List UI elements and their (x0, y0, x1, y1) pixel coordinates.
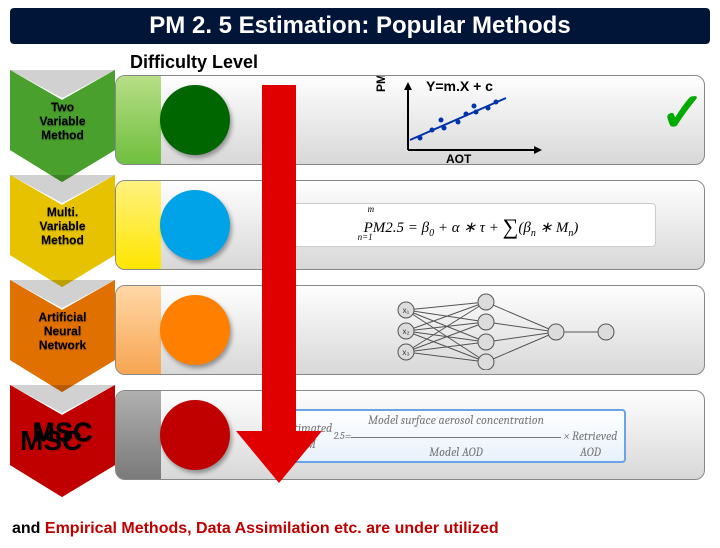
msc-formula-box: Estimated PM2.5 = Model surface aerosol … (276, 409, 626, 463)
regression-formula: PM2.5 = β0 + α ∗ τ + m∑n=1(βn ∗ Mn) (286, 203, 656, 247)
chart-equation: Y=m.X + c (426, 78, 493, 94)
subtitle: Difficulty Level (130, 52, 720, 73)
row-stripe (116, 286, 161, 374)
chevron-label-3: ArtificialNeuralNetwork (10, 310, 115, 352)
difficulty-circle-3 (160, 295, 230, 365)
row-stripe (116, 181, 161, 269)
scatter-chart: PM 2. 5 Y=m.X + c AOT (396, 80, 546, 162)
svg-text:x₃: x₃ (402, 348, 409, 357)
row-stripe (116, 76, 161, 164)
svg-text:x₁: x₁ (403, 306, 410, 315)
msc-label: MSC (20, 425, 82, 457)
difficulty-circle-2 (160, 190, 230, 260)
chart-xlabel: AOT (446, 152, 471, 165)
svg-text:x₂: x₂ (402, 327, 409, 336)
footer-highlight: Empirical Methods, Data Assimilation etc… (45, 520, 499, 537)
neural-network-diagram: x₁ x₂ x₃ (396, 292, 616, 370)
footer-note: and Empirical Methods, Data Assimilation… (12, 520, 712, 538)
chevron-label-2: Multi.VariableMethod (10, 205, 115, 247)
chart-ylabel: PM 2. 5 (374, 75, 388, 92)
row-stripe (116, 391, 161, 479)
difficulty-circle-1 (160, 85, 230, 155)
chevron-label-1: TwoVariableMethod (10, 100, 115, 142)
difficulty-circle-4 (160, 400, 230, 470)
page-title: PM 2. 5 Estimation: Popular Methods (10, 8, 710, 44)
check-icon: ✓ (660, 81, 705, 144)
footer-pre: and (12, 520, 45, 537)
diagram-stage: PM 2. 5 Y=m.X + c AOT PM2.5 = β0 + α ∗ τ… (10, 75, 710, 505)
